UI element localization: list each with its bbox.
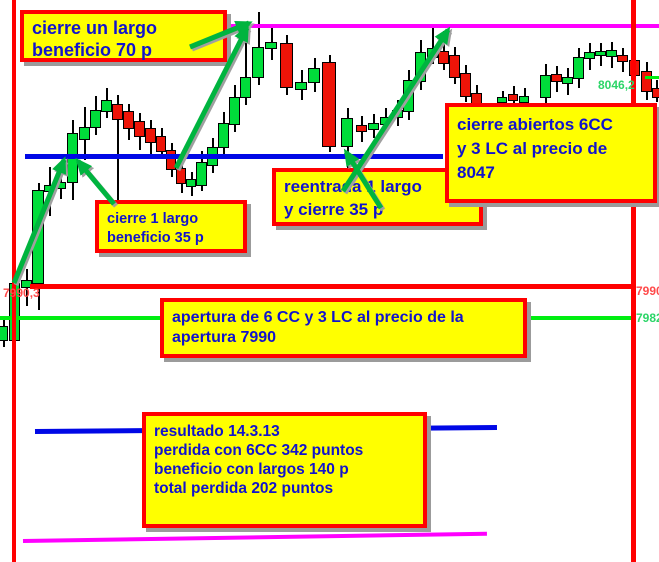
annotation-text: resultado 14.3.13 (154, 423, 280, 440)
candle-bearish (112, 104, 123, 120)
candle-bullish (196, 162, 207, 186)
arrow-from-cierre1largo-box[interactable] (75, 157, 116, 206)
candle-bullish (595, 51, 606, 56)
arrow-long-to-third-peak[interactable] (340, 26, 451, 193)
annotation-text: cierre abiertos 6CC (457, 115, 613, 134)
candle-bullish (308, 68, 320, 83)
candle-bearish (449, 55, 460, 78)
candle-bearish (356, 125, 367, 132)
candle-wick (117, 95, 119, 210)
annotation-text: apertura de 6 CC y 3 LC al precio de la (172, 309, 464, 326)
candle-bearish (641, 71, 652, 92)
candle-bullish (519, 96, 529, 103)
candle-bearish (176, 168, 186, 184)
candle-bullish (229, 97, 240, 125)
candle-bearish (166, 150, 176, 170)
candle-bearish (438, 51, 449, 64)
candle-bullish (0, 326, 8, 341)
annotation-text: apertura 7990 (172, 329, 277, 346)
annotation-box-apertura[interactable]: apertura de 6 CC y 3 LC al precio de la … (160, 298, 527, 358)
annotation-box-cierre-un-largo[interactable]: cierre un largo beneficio 70 p (20, 10, 227, 62)
annotation-box-cierre-1-largo[interactable]: cierre 1 largo beneficio 35 p (95, 200, 247, 253)
candle-bullish (540, 75, 551, 98)
candle-bearish (460, 73, 471, 97)
red-vertical-line-right[interactable] (631, 0, 636, 562)
candle-bearish (156, 136, 166, 152)
annotation-box-cierre-abiertos[interactable]: cierre abiertos 6CC y 3 LC al precio de … (445, 103, 657, 203)
candle-bullish (101, 100, 112, 112)
price-label-7982: 7982 (636, 311, 659, 325)
annotation-text: perdida con 6CC 342 puntos (154, 442, 364, 459)
candle-bearish (508, 94, 518, 101)
price-label-7990: 7990 (636, 284, 659, 298)
magenta-resistance-line-top[interactable] (223, 24, 659, 28)
annotation-text: beneficio 35 p (107, 230, 204, 246)
annotation-text: beneficio con largos 140 p (154, 461, 349, 478)
annotation-text: beneficio 70 p (32, 40, 153, 60)
candle-bullish (240, 77, 251, 98)
candle-bearish (551, 74, 562, 82)
candle-bullish (265, 42, 277, 49)
candle-wick (432, 28, 434, 64)
candle-bearish (145, 128, 156, 143)
price-label-open-left: 7990,3 (3, 286, 40, 300)
candle-bullish (584, 52, 595, 59)
candle-bullish (368, 123, 379, 130)
candle-bullish (497, 97, 507, 103)
annotation-text: 8047 (457, 163, 495, 182)
candle-bullish (186, 179, 196, 187)
candle-bullish (562, 77, 573, 84)
candle-bullish (90, 110, 101, 128)
candle-bullish (218, 123, 229, 148)
blue-trade-line-top[interactable] (25, 154, 443, 159)
candle-bearish (322, 62, 336, 147)
annotation-box-resultado[interactable]: resultado 14.3.13 perdida con 6CC 342 pu… (142, 412, 427, 528)
candle-bullish (573, 57, 584, 79)
candle-bullish (79, 127, 90, 140)
annotation-text: y 3 LC al precio de (457, 139, 608, 158)
candle-bullish (606, 50, 617, 57)
price-label-8046: 8046,2 (598, 78, 635, 92)
candle-wick (443, 31, 445, 70)
candle-bearish (280, 43, 293, 88)
annotation-text: y cierre 35 p (284, 200, 384, 219)
candle-bearish (123, 111, 134, 129)
candle-bullish (341, 118, 353, 147)
annotation-text: cierre 1 largo (107, 211, 199, 227)
candle-bearish (652, 88, 659, 98)
arrow-reentry-to-dip[interactable] (343, 148, 384, 210)
candle-bullish (295, 82, 307, 90)
arrow-long-from-bottom-left[interactable] (11, 156, 67, 284)
candle-bearish (134, 121, 145, 137)
candle-bullish (252, 47, 264, 78)
red-open-price-line[interactable] (30, 284, 632, 289)
green-current-price-tick[interactable] (645, 76, 659, 79)
candle-bearish (617, 55, 628, 62)
annotation-text: cierre un largo (32, 18, 158, 38)
annotation-text: total perdida 202 puntos (154, 480, 334, 497)
arrow-long-to-second-peak[interactable] (173, 24, 250, 170)
annotation-text: reentrada 1 largo (284, 177, 422, 196)
candle-wick (245, 30, 247, 105)
